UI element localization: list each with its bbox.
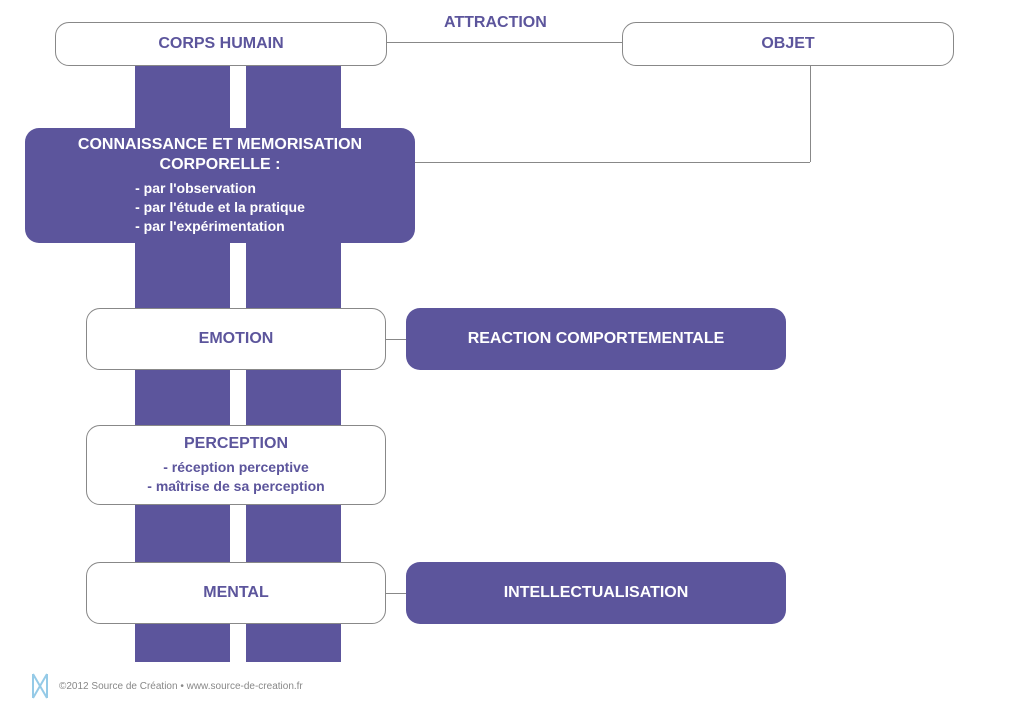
connector-line <box>386 593 406 594</box>
node-title: EMOTION <box>189 329 284 349</box>
node-subtext-line: - par l'étude et la pratique <box>135 198 305 217</box>
node-title: PERCEPTION <box>174 434 298 454</box>
connector-line <box>415 162 810 163</box>
node-title: INTELLECTUALISATION <box>494 583 699 603</box>
node-subtext: - par l'observation- par l'étude et la p… <box>135 179 305 236</box>
connector-line <box>810 66 811 162</box>
node-objet: OBJET <box>622 22 954 66</box>
footer: ©2012 Source de Création • www.source-de… <box>25 671 303 701</box>
node-title: CORPS HUMAIN <box>148 34 293 54</box>
diagram-canvas: ATTRACTION CORPS HUMAIN OBJET CONNAISSANCE … <box>0 0 1018 713</box>
node-emotion: EMOTION <box>86 308 386 370</box>
footer-text: ©2012 Source de Création • www.source-de… <box>59 681 303 692</box>
node-connaissance: CONNAISSANCE ET MEMORISATION CORPORELLE … <box>25 128 415 243</box>
connector-line <box>387 42 622 43</box>
node-corps-humain: CORPS HUMAIN <box>55 22 387 66</box>
node-title: REACTION COMPORTEMENTALE <box>458 329 735 349</box>
connector-line <box>386 339 406 340</box>
node-title: OBJET <box>751 34 824 54</box>
node-subtext: - réception perceptive- maîtrise de sa p… <box>147 458 324 496</box>
node-mental: MENTAL <box>86 562 386 624</box>
node-subtext-line: - maîtrise de sa perception <box>147 477 324 496</box>
node-perception: PERCEPTION - réception perceptive- maîtri… <box>86 425 386 505</box>
node-subtext-line: - par l'observation <box>135 179 305 198</box>
node-subtext-line: - réception perceptive <box>147 458 324 477</box>
node-title: MENTAL <box>193 583 278 603</box>
connector-label-attraction: ATTRACTION <box>444 14 547 32</box>
node-subtext-line: - par l'expérimentation <box>135 217 305 236</box>
logo-icon <box>25 671 55 701</box>
node-intellectualisation: INTELLECTUALISATION <box>406 562 786 624</box>
node-title: CONNAISSANCE ET MEMORISATION CORPORELLE … <box>25 135 415 175</box>
node-reaction: REACTION COMPORTEMENTALE <box>406 308 786 370</box>
